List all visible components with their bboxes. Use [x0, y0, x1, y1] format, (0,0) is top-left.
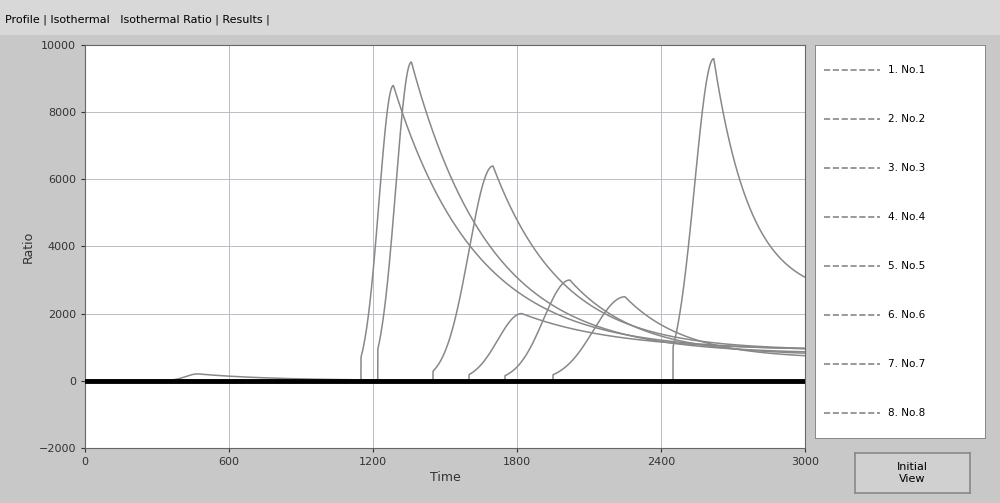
Y-axis label: Ratio: Ratio	[21, 230, 34, 263]
Text: 5. No.5: 5. No.5	[888, 261, 925, 271]
X-axis label: Time: Time	[430, 471, 460, 484]
Text: 2. No.2: 2. No.2	[888, 114, 925, 124]
Text: Profile | Isothermal   Isothermal Ratio | Results |: Profile | Isothermal Isothermal Ratio | …	[5, 14, 270, 25]
Text: 1. No.1: 1. No.1	[888, 65, 925, 75]
Text: Initial
View: Initial View	[897, 462, 928, 483]
Text: 6. No.6: 6. No.6	[888, 310, 925, 320]
Text: 3. No.3: 3. No.3	[888, 163, 925, 173]
Text: 8. No.8: 8. No.8	[888, 408, 925, 418]
Text: 4. No.4: 4. No.4	[888, 212, 925, 222]
Text: 7. No.7: 7. No.7	[888, 359, 925, 369]
